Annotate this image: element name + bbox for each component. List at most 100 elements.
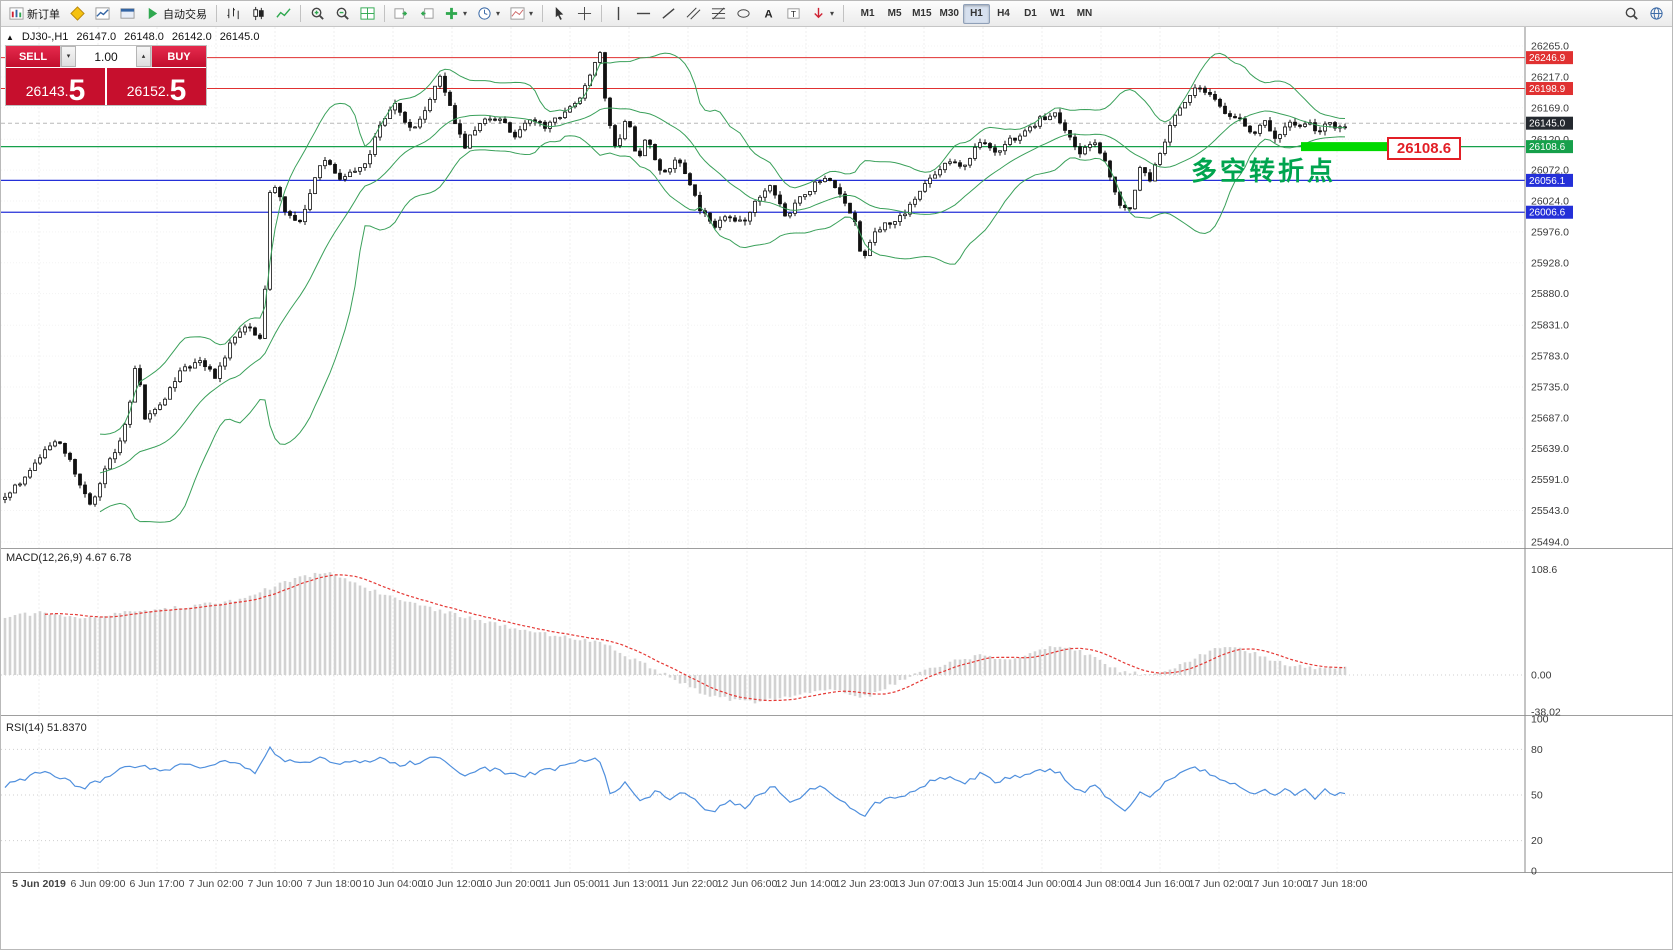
volume-decrease-button[interactable]: ▾ bbox=[61, 46, 76, 67]
symbol-label: DJ30-,H1 bbox=[21, 31, 69, 43]
search-button[interactable] bbox=[1619, 3, 1644, 25]
channel-icon bbox=[686, 7, 701, 20]
vertical-line-button[interactable] bbox=[606, 3, 631, 25]
pivot-highlight[interactable] bbox=[1301, 142, 1397, 152]
time-axis-label: 12 Jun 23:00 bbox=[835, 878, 896, 890]
buy-price-display[interactable]: 26152. 5 bbox=[107, 68, 206, 105]
autotrading-button[interactable]: 自动交易 bbox=[140, 3, 212, 25]
time-axis-label: 12 Jun 14:00 bbox=[776, 878, 837, 890]
symbol-ohlc-bar: ▲ DJ30-,H1 26147.0 26148.0 26142.0 26145… bbox=[6, 31, 259, 43]
macd-label: MACD(12,26,9) 4.67 6.78 bbox=[6, 552, 131, 564]
fibonacci-icon bbox=[711, 7, 726, 20]
horizontal-line-button[interactable] bbox=[631, 3, 656, 25]
pivot-annotation-text: 多空转折点 bbox=[1191, 156, 1337, 186]
auto-scroll-icon bbox=[394, 8, 408, 19]
rsi-panel: RSI(14) 51.8370 100 80 50 20 0 bbox=[1, 714, 1549, 878]
candlestick-chart-button[interactable] bbox=[246, 3, 271, 25]
time-axis-label: 11 Jun 22:00 bbox=[658, 878, 718, 890]
tile-windows-button[interactable] bbox=[355, 3, 380, 25]
price-axis[interactable]: 26265.026217.026169.026120.026072.026024… bbox=[1526, 41, 1573, 549]
price-callout[interactable]: 26108.6 bbox=[1387, 137, 1461, 160]
price-tick-label: 25735.0 bbox=[1531, 381, 1569, 393]
community-button[interactable] bbox=[1644, 3, 1669, 25]
timeframe-h4-button[interactable]: H4 bbox=[990, 4, 1017, 24]
timeframe-h1-button[interactable]: H1 bbox=[962, 3, 990, 24]
terminal-button[interactable] bbox=[115, 3, 140, 25]
price-badge-label: 26145.0 bbox=[1529, 119, 1566, 130]
macd-histogram bbox=[3, 572, 1347, 704]
candlestick-series bbox=[3, 51, 1347, 507]
one-click-top-row: SELL ▾ ▴ BUY bbox=[6, 46, 206, 67]
one-click-prices: 26143. 5 26152. 5 bbox=[6, 67, 206, 105]
time-axis-label: 7 Jun 10:00 bbox=[248, 878, 303, 890]
shapes-button[interactable] bbox=[731, 3, 756, 25]
level-lines[interactable] bbox=[1, 57, 1525, 213]
fibonacci-button[interactable] bbox=[706, 3, 731, 25]
zoom-out-icon bbox=[336, 7, 349, 20]
timeframe-m15-button[interactable]: M15 bbox=[908, 4, 935, 24]
price-tick-label: 26024.0 bbox=[1531, 196, 1569, 208]
rsi-axis-label: 20 bbox=[1531, 835, 1543, 847]
chart-canvas[interactable]: 26265.026217.026169.026120.026072.026024… bbox=[1, 27, 1673, 951]
market-watch-icon bbox=[95, 7, 110, 20]
high-value: 26148.0 bbox=[124, 31, 164, 43]
toolbar-separator bbox=[300, 5, 301, 22]
time-axis-label: 13 Jun 15:00 bbox=[953, 878, 1014, 890]
crosshair-button[interactable] bbox=[572, 3, 597, 25]
price-tick-label: 26265.0 bbox=[1531, 41, 1569, 53]
price-badge bbox=[1526, 82, 1573, 96]
dropdown-caret-icon: ▾ bbox=[463, 9, 468, 18]
sell-price-display[interactable]: 26143. 5 bbox=[6, 68, 105, 105]
channel-button[interactable] bbox=[681, 3, 706, 25]
buy-price-base: 26152. bbox=[126, 83, 170, 99]
label-button[interactable]: T bbox=[781, 3, 806, 25]
crosshair-icon bbox=[577, 6, 592, 21]
timeframe-d1-button[interactable]: D1 bbox=[1017, 4, 1044, 24]
new-order-button[interactable]: 新订单 bbox=[4, 3, 65, 25]
line-chart-button[interactable] bbox=[271, 3, 296, 25]
time-axis-label: 14 Jun 16:00 bbox=[1130, 878, 1191, 890]
toolbar: 新订单 自动交易 ▾ ▾ ▾ A T ▾ bbox=[1, 1, 1672, 27]
vertical-line-icon bbox=[617, 6, 620, 21]
buy-button[interactable]: BUY bbox=[152, 46, 206, 67]
text-button[interactable]: A bbox=[756, 3, 781, 25]
collapse-triangle-icon[interactable]: ▲ bbox=[6, 32, 14, 42]
timeframe-m30-button[interactable]: M30 bbox=[936, 4, 963, 24]
volume-increase-button[interactable]: ▴ bbox=[136, 46, 151, 67]
time-axis[interactable]: 5 Jun 2019 6 Jun 09:00 6 Jun 17:00 7 Jun 02… bbox=[12, 878, 1367, 890]
toolbar-separator bbox=[542, 5, 544, 22]
cursor-button[interactable] bbox=[547, 3, 572, 25]
rsi-axis-label: 0 bbox=[1531, 866, 1537, 878]
time-axis-label: 11 Jun 13:00 bbox=[599, 878, 659, 890]
bar-chart-button[interactable] bbox=[221, 3, 246, 25]
price-badge-label: 26056.1 bbox=[1529, 176, 1566, 187]
trendline-button[interactable] bbox=[656, 3, 681, 25]
timeframe-mn-button[interactable]: MN bbox=[1071, 4, 1098, 24]
autotrading-label: 自动交易 bbox=[163, 8, 207, 21]
arrows-button[interactable]: ▾ bbox=[806, 3, 839, 25]
sell-button[interactable]: SELL bbox=[6, 46, 60, 67]
buy-price-big-digit: 5 bbox=[169, 73, 187, 107]
chart-shift-button[interactable] bbox=[414, 3, 439, 25]
zoom-out-button[interactable] bbox=[330, 3, 355, 25]
label-icon: T bbox=[787, 8, 800, 19]
line-chart-icon bbox=[276, 8, 291, 18]
metaeditor-button[interactable] bbox=[65, 3, 90, 25]
price-badge bbox=[1526, 51, 1573, 65]
periods-button[interactable]: ▾ bbox=[472, 3, 505, 25]
new-order-label: 新订单 bbox=[27, 8, 60, 21]
auto-scroll-button[interactable] bbox=[389, 3, 414, 25]
zoom-in-button[interactable] bbox=[305, 3, 330, 25]
templates-button[interactable]: ▾ bbox=[505, 3, 538, 25]
market-watch-button[interactable] bbox=[90, 3, 115, 25]
add-indicator-button[interactable]: ▾ bbox=[439, 3, 472, 25]
volume-input[interactable] bbox=[76, 46, 136, 67]
timeframe-m1-button[interactable]: M1 bbox=[854, 4, 881, 24]
one-click-trading-panel: SELL ▾ ▴ BUY 26143.5 26152.5 bbox=[5, 45, 207, 106]
arrow-icon bbox=[814, 7, 823, 19]
timeframe-m5-button[interactable]: M5 bbox=[881, 4, 908, 24]
time-axis-label: 10 Jun 20:00 bbox=[481, 878, 542, 890]
macd-signal-line bbox=[44, 574, 1346, 702]
timeframe-w1-button[interactable]: W1 bbox=[1044, 4, 1071, 24]
timeframe-group: M1 M5 M15 M30 H1 H4 D1 W1 MN bbox=[854, 3, 1098, 24]
